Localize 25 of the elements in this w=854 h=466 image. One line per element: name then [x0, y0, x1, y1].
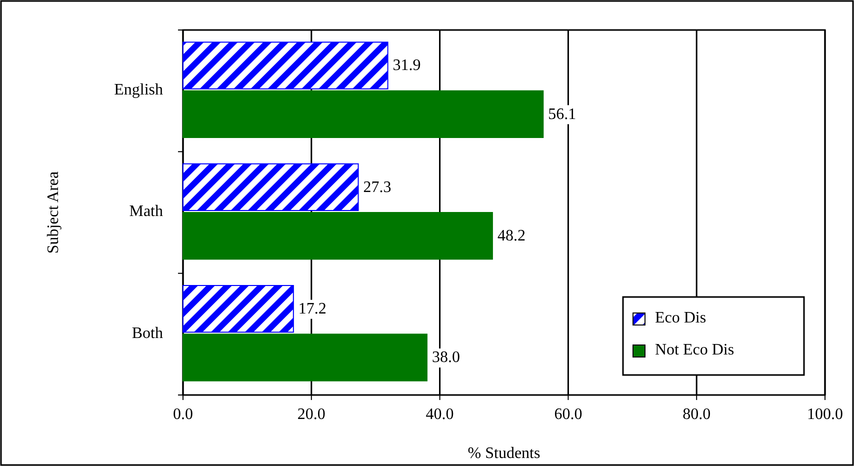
x-tick-label: 60.0 — [554, 406, 582, 423]
x-tick-label: 20.0 — [297, 406, 326, 423]
bar — [182, 212, 493, 260]
data-label: 48.2 — [497, 228, 526, 245]
x-tick-label: 0.0 — [173, 406, 193, 423]
legend-label: Eco Dis — [655, 310, 706, 327]
bar — [182, 285, 294, 333]
bar — [182, 42, 388, 90]
bar — [182, 163, 359, 211]
data-label: 17.2 — [298, 300, 326, 318]
legend-label: Not Eco Dis — [655, 342, 734, 359]
x-tick-label: 80.0 — [682, 406, 711, 423]
x-axis-title: % Students — [468, 445, 540, 462]
data-label: 31.9 — [392, 57, 421, 74]
x-tick-label: 40.0 — [426, 406, 454, 423]
y-tick-label: Math — [129, 203, 163, 220]
y-axis-title: Subject Area — [45, 171, 62, 254]
bar — [182, 334, 428, 382]
data-label: 27.3 — [363, 178, 392, 196]
y-tick-label: Both — [132, 324, 163, 342]
y-tick-label: English — [114, 82, 163, 99]
x-tick-label: 100.0 — [807, 406, 843, 423]
data-label: 56.1 — [548, 106, 576, 123]
bar — [182, 90, 544, 138]
data-label: 38.0 — [432, 349, 460, 366]
